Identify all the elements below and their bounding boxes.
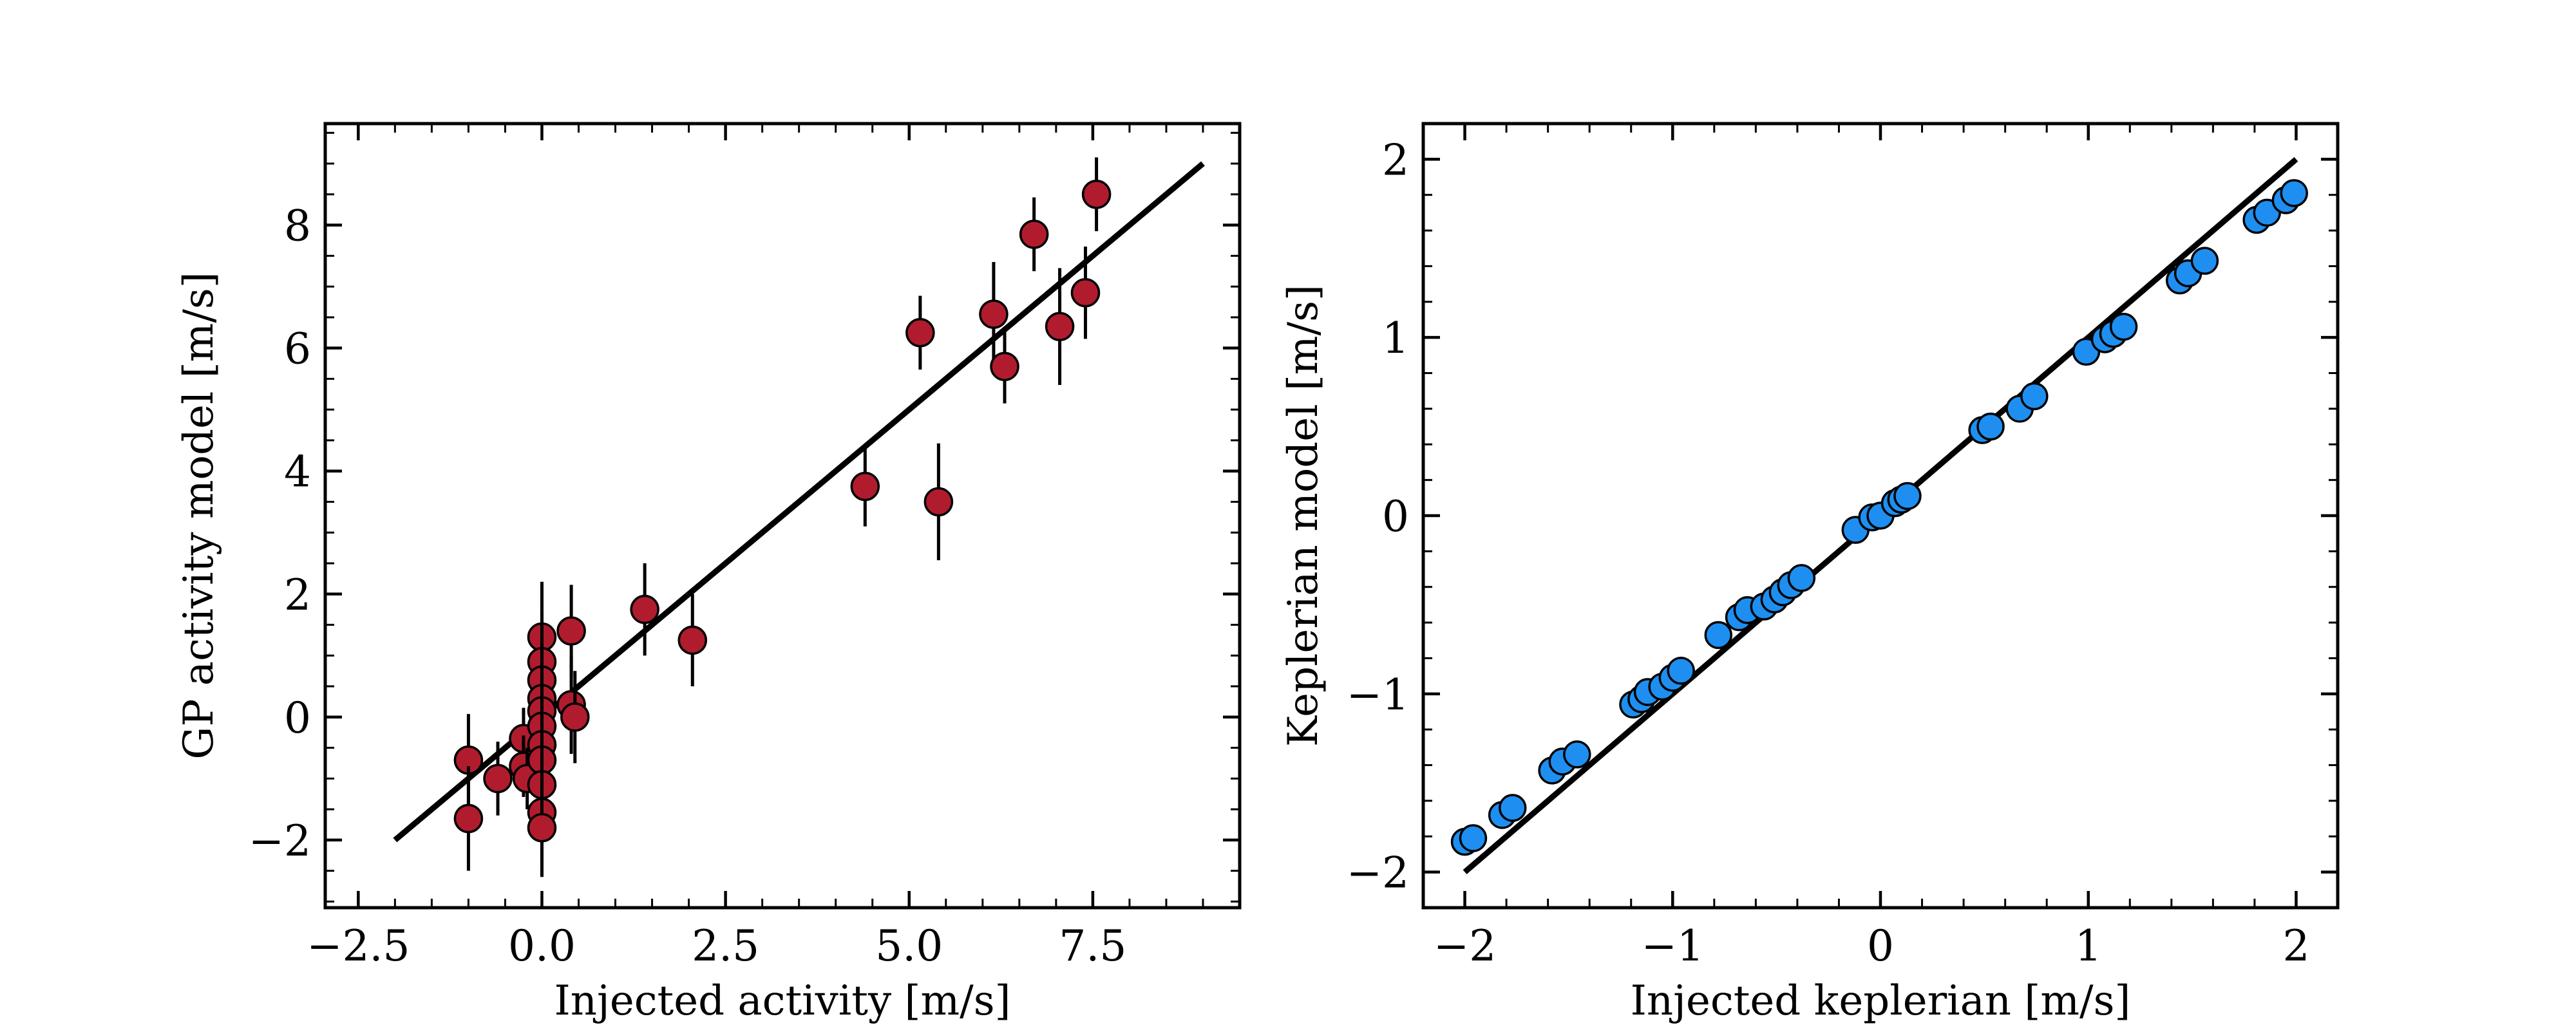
activity-point-marker (850, 471, 880, 501)
keplerian-ticks-layer: −2 −1 0 1 2 −2 −1 0 1 2 (1347, 124, 2338, 971)
activity-data-point (990, 330, 1019, 404)
activity-point-marker (979, 299, 1009, 329)
keplerian-y-tick-label: 2 (1382, 135, 1409, 185)
keplerian-data-point (1704, 621, 1733, 650)
keplerian-data-point (1893, 482, 1922, 510)
activity-y-tick-label: 8 (284, 201, 311, 251)
keplerian-data-point (2020, 382, 2049, 411)
activity-panel: −2.5 0.0 2.5 5.0 7.5 −2 0 2 4 6 8 Injected activit… (175, 122, 1242, 1025)
keplerian-point-marker (1459, 824, 1488, 852)
activity-x-tick-label: 7.5 (1059, 921, 1126, 971)
activity-data-point (483, 742, 513, 816)
keplerian-x-tick-label: −2 (1434, 921, 1496, 971)
activity-data-point (677, 594, 708, 687)
activity-data-point (560, 671, 590, 763)
activity-data-point (1019, 197, 1049, 272)
activity-point-marker (1070, 277, 1101, 308)
activity-data-point (1081, 157, 1112, 232)
activity-data-point (850, 446, 880, 527)
keplerian-data-point (1459, 824, 1488, 852)
keplerian-point-marker (1667, 657, 1695, 685)
keplerian-data-point (1787, 564, 1816, 592)
keplerian-x-tick-label: 1 (2075, 921, 2102, 971)
activity-point-marker (527, 813, 557, 843)
activity-point-marker (990, 351, 1019, 382)
activity-data-point (630, 563, 659, 656)
keplerian-x-tick-label: 0 (1867, 921, 1894, 971)
keplerian-point-marker (1976, 412, 2005, 441)
keplerian-point-marker (2280, 179, 2308, 207)
activity-plot-frame (323, 122, 1242, 910)
activity-points-layer (453, 157, 1112, 877)
keplerian-x-tick-label: −1 (1642, 921, 1704, 971)
activity-point-marker (1019, 220, 1049, 249)
activity-x-tick-label: 5.0 (875, 921, 943, 971)
keplerian-data-point (2280, 179, 2308, 207)
activity-x-tick-label: 0.0 (508, 921, 576, 971)
keplerian-y-tick-label: −2 (1347, 848, 1409, 898)
activity-point-marker (1045, 312, 1075, 341)
activity-point-marker (677, 625, 708, 655)
activity-data-point (905, 295, 935, 370)
activity-y-tick-label: 4 (284, 447, 311, 497)
activity-point-marker (630, 594, 659, 624)
activity-point-marker (1081, 180, 1112, 209)
activity-data-point (1045, 268, 1075, 385)
keplerian-point-marker (1893, 482, 1922, 510)
activity-x-axis-label: Injected activity [m/s] (554, 977, 1010, 1025)
activity-y-tick-label: −2 (249, 816, 311, 866)
keplerian-y-tick-label: 0 (1382, 492, 1409, 541)
keplerian-points-layer (1450, 179, 2308, 856)
keplerian-y-tick-label: −1 (1347, 670, 1409, 720)
keplerian-point-marker (2190, 247, 2219, 275)
keplerian-point-marker (1787, 564, 1816, 592)
activity-x-tick-label: 2.5 (692, 921, 759, 971)
activity-data-point (1070, 247, 1101, 339)
keplerian-x-tick-label: 2 (2282, 921, 2309, 971)
activity-point-marker (560, 702, 590, 732)
activity-x-tick-label: −2.5 (307, 921, 410, 971)
activity-data-point (923, 443, 954, 561)
activity-y-tick-label: 6 (284, 324, 311, 374)
keplerian-point-marker (2109, 312, 2138, 341)
keplerian-data-point (1976, 412, 2005, 441)
activity-point-marker (483, 763, 513, 794)
activity-point-marker (453, 803, 484, 834)
keplerian-data-point (2109, 312, 2138, 341)
activity-data-point (979, 261, 1009, 367)
keplerian-x-axis-label: Injected keplerian [m/s] (1631, 977, 2131, 1025)
keplerian-data-point (1563, 740, 1591, 769)
activity-point-marker (905, 318, 935, 348)
activity-data-point (453, 766, 484, 871)
activity-y-tick-label: 0 (284, 693, 311, 743)
keplerian-point-marker (2020, 382, 2049, 411)
activity-y-axis-label: GP activity model [m/s] (175, 272, 223, 759)
keplerian-y-axis-label: Keplerian model [m/s] (1280, 285, 1327, 747)
keplerian-point-marker (1499, 794, 1527, 822)
activity-y-tick-label: 2 (284, 570, 311, 620)
keplerian-plot-frame (1421, 122, 2340, 910)
keplerian-data-point (1499, 794, 1527, 822)
keplerian-data-point (1667, 657, 1695, 685)
activity-point-marker (923, 487, 954, 517)
activity-point-marker (556, 616, 586, 646)
keplerian-y-tick-label: 1 (1382, 314, 1409, 363)
activity-ticks-layer: −2.5 0.0 2.5 5.0 7.5 −2 0 2 4 6 8 (249, 124, 1240, 971)
keplerian-data-point (2190, 247, 2219, 275)
keplerian-point-marker (1563, 740, 1591, 769)
keplerian-point-marker (1704, 621, 1733, 650)
activity-data-point (527, 778, 557, 877)
